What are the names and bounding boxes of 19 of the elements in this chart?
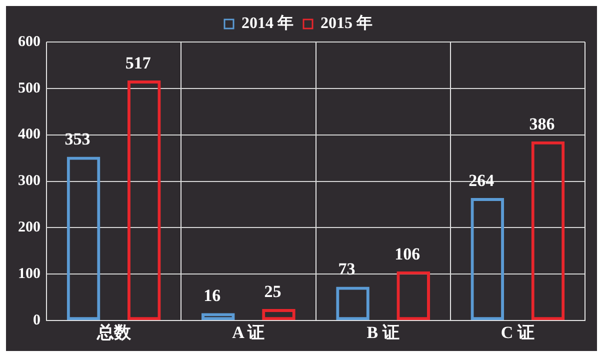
y-tick-label: 500 bbox=[18, 80, 40, 96]
y-tick-label: 400 bbox=[18, 126, 40, 143]
y-tick-label: 0 bbox=[33, 312, 40, 328]
data-label: 386 bbox=[529, 114, 555, 134]
legend-label: 2014 年 bbox=[242, 14, 294, 32]
data-label: 25 bbox=[264, 282, 282, 301]
x-tick-label: B 证 bbox=[366, 323, 400, 342]
data-label: 16 bbox=[204, 286, 221, 306]
x-tick-label: A 证 bbox=[232, 323, 265, 342]
y-tick-label: 300 bbox=[18, 173, 40, 190]
y-tick-label: 600 bbox=[18, 34, 40, 50]
legend-label: 2015 年 bbox=[320, 14, 372, 32]
x-tick-label: 总数 bbox=[96, 323, 132, 342]
y-tick-label: 200 bbox=[18, 220, 40, 236]
data-label: 517 bbox=[125, 53, 152, 72]
data-label: 106 bbox=[394, 244, 420, 264]
x-tick-label: C 证 bbox=[500, 323, 534, 342]
y-tick-label: 100 bbox=[18, 266, 40, 282]
data-label: 353 bbox=[64, 130, 90, 149]
